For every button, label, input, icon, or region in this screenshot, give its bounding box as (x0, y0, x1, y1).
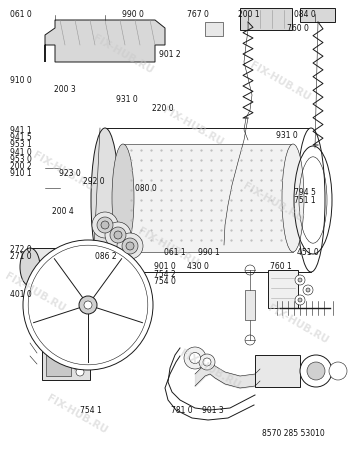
Text: 8570 285 53010: 8570 285 53010 (262, 429, 325, 438)
Circle shape (329, 362, 347, 380)
Text: 941 5: 941 5 (10, 133, 32, 142)
Text: 901 3: 901 3 (202, 406, 224, 415)
Text: 941 0: 941 0 (10, 148, 32, 157)
Text: 901 2: 901 2 (159, 50, 181, 59)
Text: 271 0: 271 0 (10, 252, 32, 261)
Text: 084 0: 084 0 (294, 10, 316, 19)
Text: 061 0: 061 0 (10, 10, 32, 19)
Circle shape (110, 227, 126, 243)
Circle shape (300, 355, 332, 387)
Circle shape (306, 288, 310, 292)
Circle shape (114, 231, 122, 239)
Text: 754 2: 754 2 (154, 270, 176, 279)
Text: 451 0: 451 0 (297, 248, 319, 256)
Circle shape (92, 212, 118, 238)
Bar (240, 8, 292, 30)
Text: 923 0: 923 0 (59, 169, 80, 178)
Text: 401 0: 401 0 (10, 290, 32, 299)
Text: 767 0: 767 0 (187, 10, 209, 19)
Circle shape (199, 354, 215, 370)
Circle shape (298, 278, 302, 282)
Ellipse shape (112, 144, 134, 252)
Circle shape (307, 362, 325, 380)
Text: 272 0: 272 0 (10, 245, 32, 254)
Circle shape (76, 352, 84, 360)
Bar (205, 22, 223, 36)
Text: 200 2: 200 2 (10, 162, 32, 171)
Text: 794 5: 794 5 (294, 188, 316, 197)
Text: FIX-HUB.RU: FIX-HUB.RU (31, 150, 95, 192)
Text: FIX-HUB.RU: FIX-HUB.RU (161, 105, 224, 147)
Circle shape (23, 240, 153, 370)
Bar (46, 352, 71, 376)
Ellipse shape (282, 144, 304, 252)
Bar (300, 8, 335, 22)
Text: FIX-HUB.RU: FIX-HUB.RU (266, 303, 329, 345)
Circle shape (184, 347, 206, 369)
Text: 990 0: 990 0 (122, 10, 144, 19)
Circle shape (189, 352, 201, 364)
Circle shape (97, 217, 113, 233)
Text: 080 0: 080 0 (135, 184, 156, 193)
Text: 931 0: 931 0 (116, 95, 137, 104)
Text: FIX-HUB.RU: FIX-HUB.RU (3, 271, 67, 314)
Text: 086 2: 086 2 (95, 252, 117, 261)
Text: 061 1: 061 1 (164, 248, 186, 256)
Text: FIX-HUB.RU: FIX-HUB.RU (136, 226, 200, 269)
Circle shape (105, 222, 131, 248)
Text: 910 1: 910 1 (10, 169, 32, 178)
Circle shape (79, 296, 97, 314)
Text: FIX-HUB.RU: FIX-HUB.RU (241, 181, 305, 224)
Bar (42, 348, 90, 380)
Circle shape (303, 285, 313, 295)
Text: 200 3: 200 3 (54, 86, 76, 94)
Bar (255, 355, 300, 387)
Circle shape (295, 295, 305, 305)
Circle shape (101, 221, 109, 229)
Bar (105, 128, 311, 272)
Text: 901 0: 901 0 (154, 262, 176, 271)
Circle shape (126, 242, 134, 250)
Text: 292 0: 292 0 (83, 177, 105, 186)
Text: FIX-HUB.RU: FIX-HUB.RU (248, 60, 312, 102)
Text: 430 0: 430 0 (187, 262, 209, 271)
Text: 941 1: 941 1 (10, 126, 32, 135)
Circle shape (122, 238, 138, 254)
Text: 953 0: 953 0 (10, 155, 32, 164)
Text: 781 0: 781 0 (171, 406, 192, 415)
Text: 751 1: 751 1 (294, 196, 316, 205)
Circle shape (203, 358, 211, 366)
Text: 200 1: 200 1 (238, 10, 260, 19)
Text: FIX-HUB.RU: FIX-HUB.RU (178, 348, 242, 390)
Text: 760 1: 760 1 (270, 262, 291, 271)
Polygon shape (45, 20, 165, 62)
Circle shape (295, 275, 305, 285)
Text: 910 0: 910 0 (10, 76, 32, 85)
Ellipse shape (20, 248, 40, 286)
Circle shape (84, 301, 92, 309)
Circle shape (298, 298, 302, 302)
Text: 200 4: 200 4 (52, 207, 74, 216)
Ellipse shape (91, 128, 119, 272)
Circle shape (117, 233, 143, 259)
Text: FIX-HUB.RU: FIX-HUB.RU (45, 393, 109, 435)
Text: 953 1: 953 1 (10, 140, 32, 149)
Text: 760 0: 760 0 (287, 24, 309, 33)
Circle shape (76, 368, 84, 376)
Bar (30, 248, 85, 286)
Bar (268, 270, 298, 308)
Text: FIX-HUB.RU: FIX-HUB.RU (91, 33, 154, 75)
Bar (123, 144, 293, 252)
Text: 220 0: 220 0 (152, 104, 174, 113)
Ellipse shape (297, 128, 325, 272)
Text: 754 0: 754 0 (154, 277, 176, 286)
Text: 754 1: 754 1 (80, 406, 101, 415)
Text: 931 0: 931 0 (276, 130, 298, 140)
Bar (245, 290, 255, 320)
Text: 990 1: 990 1 (198, 248, 219, 256)
